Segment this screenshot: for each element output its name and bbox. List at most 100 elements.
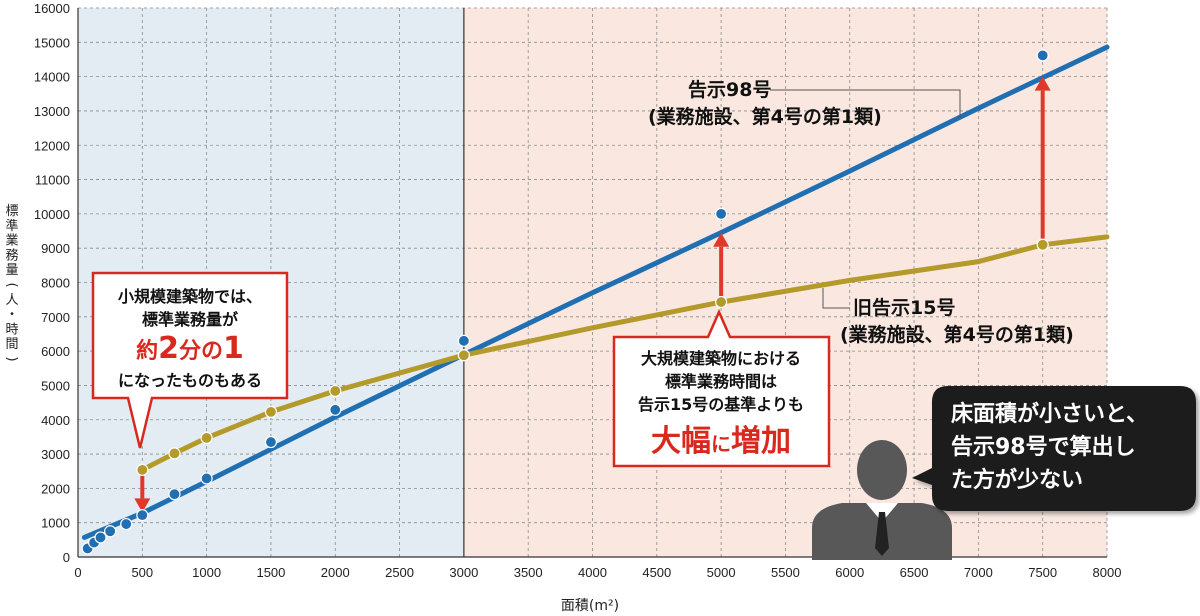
x-tick-label-6500: 6500 [900, 565, 929, 580]
y-tick-label-15000: 15000 [34, 35, 70, 50]
y-tick-label-14000: 14000 [34, 70, 70, 85]
y-axis-title-char-1: 準 [5, 218, 18, 234]
person-tie [875, 512, 889, 556]
y-tick-label-9000: 9000 [41, 241, 70, 256]
series-label-old-kokuji15-line1: 旧告示15号 [853, 296, 955, 319]
series-0-point-5 [136, 509, 149, 522]
x-axis-title: 面積(m²) [561, 598, 619, 614]
person-icon [812, 440, 952, 560]
series-1-point-0 [136, 463, 149, 476]
series-0-point-3 [104, 525, 117, 538]
leader-line-old-kokuji15 [822, 288, 850, 309]
leader-line-kokuji98 [770, 89, 961, 118]
callout-large-line3: 告示15号の基準よりも [638, 395, 804, 414]
x-tick-label-2000: 2000 [321, 565, 350, 580]
x-tick-label-7500: 7500 [1028, 565, 1057, 580]
y-tick-label-5000: 5000 [41, 378, 70, 393]
y-axis-title-char-0: 標 [5, 204, 18, 219]
speech-bubble-line2: 告示98号で算出し [951, 434, 1136, 460]
series-label-old-kokuji15-line2: (業務施設、第4号の第1類) [840, 323, 1074, 346]
callout-small-line1: 小規模建築物では、 [118, 287, 262, 306]
person-head [857, 440, 907, 500]
y-tick-label-12000: 12000 [34, 138, 70, 153]
y-axis-title-char-4: 量 [5, 263, 18, 278]
y-tick-label-4000: 4000 [41, 413, 70, 428]
y-tick-label-13000: 13000 [34, 104, 70, 119]
y-axis-title-char-10: ) [4, 356, 19, 361]
series-1-point-1 [168, 447, 181, 460]
series-0-point-11 [715, 207, 728, 220]
series-1-point-7 [1036, 238, 1049, 251]
series-0-point-6 [168, 488, 181, 501]
series-1-point-2 [200, 431, 213, 445]
arrow-head-0 [134, 498, 151, 513]
y-tick-label-2000: 2000 [41, 481, 70, 496]
series-0-point-12 [1036, 49, 1049, 62]
series-label-old-kokuji15: 旧告示15号 (業務施設、第4号の第1類) [822, 288, 1074, 346]
emph-2: 2 [158, 331, 179, 366]
callout-large-buildings-box [612, 308, 831, 468]
y-tick-label-8000: 8000 [41, 276, 70, 291]
speech-bubble-line3: た方が少ない [951, 467, 1083, 493]
y-tick-label-1000: 1000 [41, 516, 70, 531]
callout-large-line2: 標準業務時間は [665, 372, 777, 391]
y-tick-label-0: 0 [63, 550, 70, 565]
x-tick-label-8000: 8000 [1093, 565, 1122, 580]
series-1-point-5 [457, 349, 470, 362]
y-tick-label-3000: 3000 [41, 447, 70, 462]
y-tick-label-11000: 11000 [35, 173, 70, 188]
x-tick-label-0: 0 [74, 565, 81, 580]
callout-small-emphasis: 約2分の1 [136, 331, 244, 366]
x-tick-label-7000: 7000 [964, 565, 993, 580]
x-tick-label-3000: 3000 [449, 565, 478, 580]
callout-small-line3: になったものもある [118, 371, 262, 390]
series-0-point-10 [457, 334, 470, 347]
x-tick-label-4000: 4000 [578, 565, 607, 580]
emph-bunno: 分の [179, 339, 223, 364]
y-axis-title-char-3: 務 [5, 248, 18, 263]
callout-large-line1: 大規模建築物における [641, 349, 801, 368]
series-0-point-2 [94, 531, 107, 544]
callout-small-line2: 標準業務量が [142, 310, 238, 329]
series-0-point-4 [120, 517, 133, 531]
speech-bubble [912, 386, 1196, 511]
emph-zouka: 増加 [731, 424, 791, 459]
y-tick-label-7000: 7000 [41, 310, 70, 325]
series-label-kokuji98: 告示98号 (業務施設、第4号の第1類) [648, 78, 961, 128]
speech-bubble-line1: 床面積が小さいと、 [951, 401, 1148, 427]
x-tick-label-500: 500 [131, 565, 153, 580]
y-axis-title: 標準業務量 (人・時間) [4, 204, 19, 362]
x-tick-label-3500: 3500 [514, 565, 543, 580]
emph-oohaba: 大幅 [651, 424, 711, 459]
series-label-kokuji98-line2: (業務施設、第4号の第1類) [648, 105, 882, 128]
arrow-head-1 [713, 232, 730, 247]
y-axis-title-char-8: 時 [5, 322, 18, 337]
series-0-point-9 [329, 403, 342, 416]
y-tick-label-16000: 16000 [34, 1, 70, 16]
x-tick-label-5500: 5500 [771, 565, 800, 580]
callout-small-buildings: 小規模建築物では、 標準業務量が 約2分の1 になったものもある [91, 271, 289, 449]
series-0-point-7 [200, 472, 213, 485]
series-1-point-3 [264, 405, 278, 418]
emph-yaku: 約 [136, 338, 158, 364]
x-tick-label-1500: 1500 [256, 565, 285, 580]
arrow-head-2 [1034, 76, 1051, 91]
callout-large-emphasis: 大幅に増加 [651, 424, 791, 459]
series-0-point-8 [264, 435, 278, 449]
x-tick-label-2500: 2500 [385, 565, 414, 580]
emph-ni: に [711, 432, 731, 456]
y-axis-title-char-9: 間 [5, 337, 18, 352]
callout-large-buildings: 大規模建築物における 標準業務時間は 告示15号の基準よりも 大幅に増加 [612, 308, 831, 468]
y-axis-title-char-2: 業 [5, 233, 18, 249]
y-tick-label-10000: 10000 [34, 207, 70, 222]
x-tick-label-4500: 4500 [642, 565, 671, 580]
x-tick-label-1000: 1000 [192, 565, 221, 580]
x-tick-label-6000: 6000 [835, 565, 864, 580]
series-1-point-6 [715, 295, 728, 309]
speech-bubble-shape [912, 386, 1196, 511]
y-axis-title-char-5: ( [4, 282, 19, 287]
series-1-point-4 [329, 384, 342, 398]
y-tick-label-6000: 6000 [41, 344, 70, 359]
y-axis-title-char-7: ・ [5, 308, 18, 323]
